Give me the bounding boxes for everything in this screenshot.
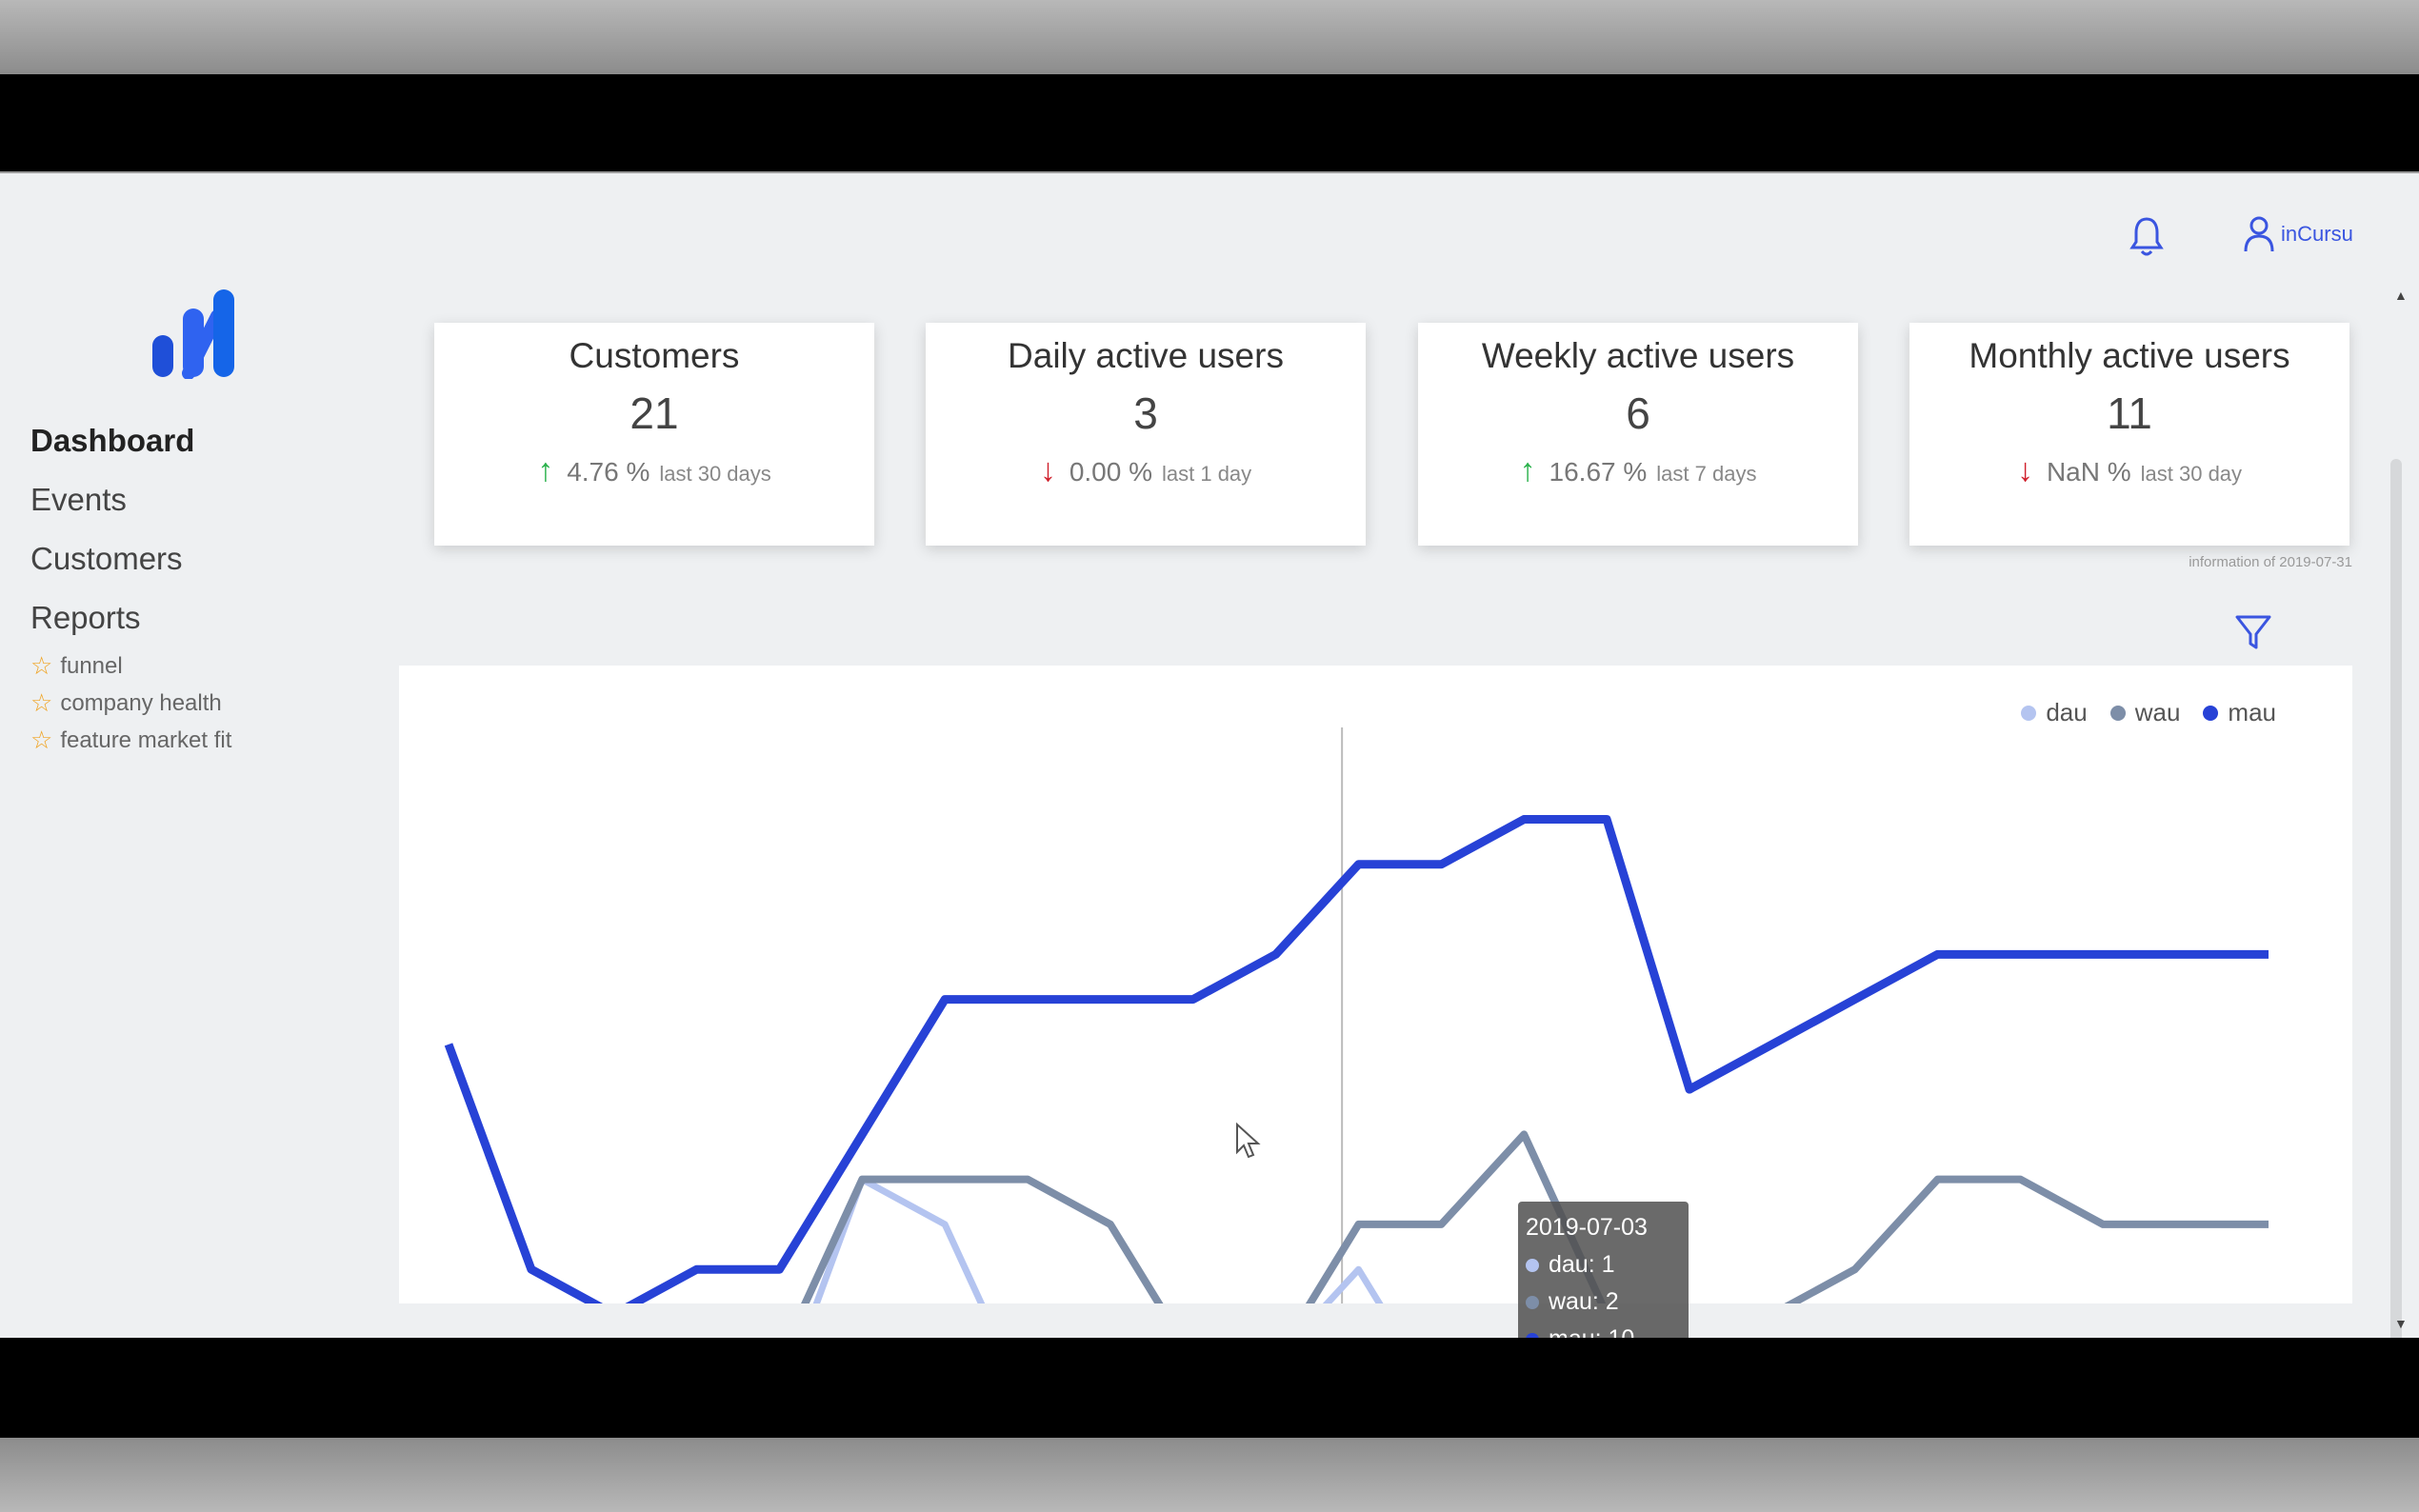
trend-down-icon: ↓: [2016, 452, 2033, 488]
legend-marker: [2109, 705, 2126, 721]
series-line-mau[interactable]: [444, 815, 2269, 1319]
nav-item-customers[interactable]: Customers: [30, 541, 183, 576]
trend-down-icon: ↓: [1039, 452, 1056, 488]
legend-label: wau: [2134, 698, 2181, 726]
report-label: feature market fit: [60, 727, 232, 753]
legend-marker: [2203, 705, 2219, 721]
report-item-feature-market-fit[interactable]: ☆ feature market fit: [30, 722, 231, 759]
card-title: Weekly active users: [1481, 336, 1795, 375]
delta-period: last 7 days: [1656, 462, 1757, 486]
delta-period: last 1 day: [1162, 462, 1252, 486]
chart-tooltip: 2019-07-03 dau: 1 wau: 2 mau: 10: [1518, 1202, 1689, 1338]
letterbox-top: [0, 74, 2419, 171]
star-icon: ☆: [30, 651, 53, 680]
report-label: funnel: [60, 653, 123, 679]
tooltip-row-dau: dau: 1: [1526, 1246, 1681, 1283]
delta-value: NaN %: [2046, 457, 2131, 487]
tooltip-marker: [1526, 1258, 1539, 1272]
letterbox-bottom: [0, 1338, 2419, 1438]
card-value: 11: [2107, 388, 2152, 438]
legend-item-wau[interactable]: wau: [2109, 698, 2181, 727]
scroll-up-arrow[interactable]: ▲: [2394, 288, 2408, 303]
report-label: company health: [60, 690, 222, 716]
tooltip-value: mau: 10: [1549, 1321, 1634, 1338]
mouse-pointer-icon: [1236, 1122, 1261, 1159]
filter-icon[interactable]: [2234, 613, 2272, 651]
legend-marker: [2021, 705, 2037, 721]
stat-card: Weekly active users 6 ↑ 16.67 % last 7 days: [1418, 323, 1858, 546]
trend-up-icon: ↑: [537, 452, 554, 488]
window-frame-top: [0, 0, 2419, 74]
card-value: 3: [1133, 388, 1158, 438]
stat-card: Monthly active users 11 ↓ NaN % last 30 day: [1909, 323, 2349, 546]
delta-period: last 30 day: [2140, 462, 2243, 486]
nav-item-dashboard[interactable]: Dashboard: [30, 423, 195, 458]
legend-item-dau[interactable]: dau: [2021, 698, 2088, 727]
delta-period: last 30 days: [659, 462, 771, 486]
app-window: Dashboard Events Customers Reports ☆ fun…: [0, 173, 2419, 1338]
card-delta: ↓ 0.00 % last 1 day: [926, 452, 1366, 489]
user-icon: [2244, 216, 2274, 252]
user-name: inCursu: [2281, 222, 2353, 246]
main-nav: Dashboard Events Customers Reports ☆ fun…: [30, 411, 231, 759]
star-icon: ☆: [30, 688, 53, 717]
stat-card: Daily active users 3 ↓ 0.00 % last 1 day: [926, 323, 1366, 546]
nav-item-events[interactable]: Events: [30, 482, 127, 517]
window-frame-bottom: [0, 1438, 2419, 1512]
card-delta: ↑ 4.76 % last 30 days: [434, 452, 874, 489]
card-title: Customers: [569, 336, 740, 375]
card-title: Monthly active users: [1969, 336, 2290, 375]
delta-value: 16.67 %: [1549, 457, 1648, 487]
card-title: Daily active users: [1008, 336, 1284, 375]
user-menu[interactable]: inCursu: [2243, 215, 2353, 253]
star-icon: ☆: [30, 726, 53, 754]
line-chart-svg: 2019-06-052019-06-172019-06-192019-06-24…: [444, 727, 2269, 1338]
report-item-funnel[interactable]: ☆ funnel: [30, 647, 231, 685]
legend-label: mau: [2228, 698, 2276, 726]
card-delta: ↓ NaN % last 30 day: [1909, 452, 2349, 489]
tooltip-row-mau: mau: 10: [1526, 1321, 1681, 1338]
card-value: 6: [1626, 388, 1650, 438]
chart-legend: dau wau mau: [2021, 698, 2276, 727]
active-users-chart: dau wau mau 2019-06-052019-06-172019-06-…: [399, 666, 2352, 1338]
card-value: 21: [630, 388, 679, 438]
delta-value: 4.76 %: [567, 457, 650, 487]
scrollbar-thumb[interactable]: [2390, 459, 2402, 1338]
card-delta: ↑ 16.67 % last 7 days: [1418, 452, 1858, 489]
tooltip-marker: [1526, 1295, 1539, 1309]
tooltip-marker: [1526, 1332, 1539, 1338]
trend-up-icon: ↑: [1519, 452, 1536, 488]
app-logo[interactable]: [150, 288, 238, 384]
series-line-wau[interactable]: [449, 1130, 2269, 1338]
nav-item-reports[interactable]: Reports: [30, 600, 141, 635]
tooltip-value: wau: 2: [1549, 1288, 1619, 1315]
delta-value: 0.00 %: [1069, 457, 1152, 487]
legend-label: dau: [2046, 698, 2088, 726]
legend-item-mau[interactable]: mau: [2203, 698, 2276, 727]
info-note: information of 2019-07-31: [2189, 554, 2352, 570]
stat-card: Customers 21 ↑ 4.76 % last 30 days: [434, 323, 874, 546]
sidebar: Dashboard Events Customers Reports ☆ fun…: [0, 173, 386, 1338]
notification-bell-icon[interactable]: [2129, 215, 2164, 259]
tooltip-row-wau: wau: 2: [1526, 1283, 1681, 1321]
report-item-company-health[interactable]: ☆ company health: [30, 685, 231, 722]
series-line-dau[interactable]: [449, 1176, 2269, 1338]
tooltip-value: dau: 1: [1549, 1251, 1615, 1278]
tooltip-date: 2019-07-03: [1526, 1214, 1648, 1241]
scroll-down-arrow[interactable]: ▼: [2394, 1316, 2408, 1331]
